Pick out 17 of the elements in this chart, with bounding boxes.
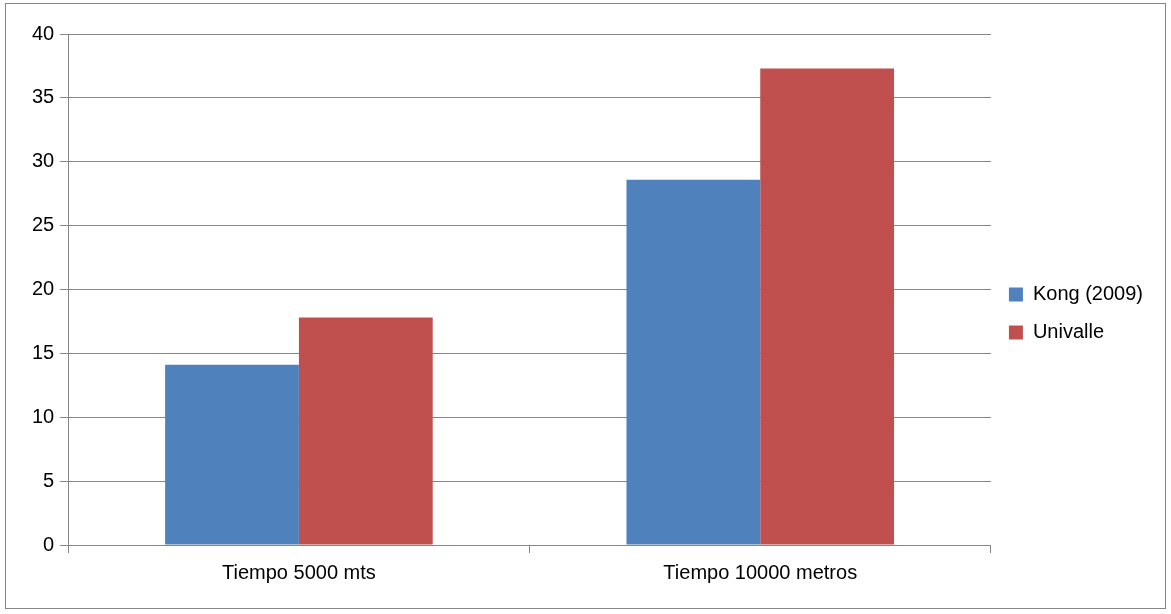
legend-label: Univalle bbox=[1032, 320, 1105, 343]
bar bbox=[760, 68, 895, 545]
y-tick-label: 35 bbox=[32, 85, 55, 108]
y-tick-label: 0 bbox=[43, 532, 55, 555]
y-tick-label: 20 bbox=[32, 277, 55, 300]
y-tick-label: 10 bbox=[32, 404, 55, 427]
x-tick-label: Tiempo 5000 mts bbox=[222, 560, 376, 583]
y-tick-label: 40 bbox=[32, 21, 55, 44]
y-tick-label: 15 bbox=[32, 340, 55, 363]
y-tick-label: 25 bbox=[32, 213, 55, 236]
y-tick-label: 5 bbox=[43, 468, 55, 491]
bar bbox=[626, 179, 761, 545]
x-tick-label: Tiempo 10000 metros bbox=[663, 560, 858, 583]
legend-label: Kong (2009) bbox=[1032, 282, 1143, 305]
bar bbox=[298, 317, 433, 545]
bar bbox=[165, 364, 299, 545]
y-tick-label: 30 bbox=[32, 149, 55, 172]
